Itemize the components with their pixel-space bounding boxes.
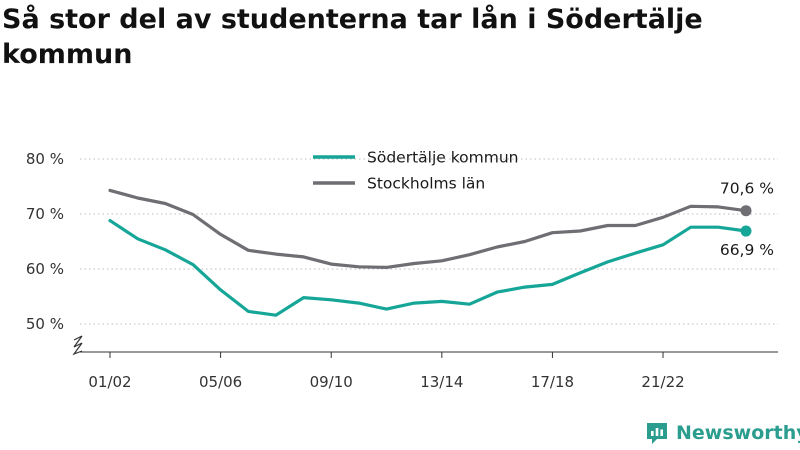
end-value-label-0: 66,9 %	[720, 241, 774, 259]
newsworthy-logo-icon	[647, 423, 667, 444]
chart-title: Så stor del av studenterna tar lån i Söd…	[2, 4, 703, 70]
y-tick-label: 70 %	[26, 205, 64, 223]
series-line-0	[108, 219, 748, 317]
series-end-marker-1	[740, 205, 752, 217]
brand-name: Newsworthy	[676, 422, 800, 444]
y-tick-label: 50 %	[26, 315, 64, 333]
x-axis: 01/02 05/06 09/10 13/14 17/18 21/22	[80, 351, 778, 391]
axis-break-icon	[72, 335, 83, 356]
legend-label-1: Stockholms län	[367, 175, 485, 193]
end-labels: 66,9 % 70,6 %	[720, 180, 774, 259]
y-tick-label: 60 %	[26, 260, 64, 278]
y-tick-label: 80 %	[26, 150, 64, 168]
series-end-marker-0	[740, 225, 752, 237]
gridlines	[80, 158, 778, 325]
series-lines	[108, 188, 752, 317]
end-value-label-1: 70,6 %	[720, 180, 774, 198]
legend: Södertälje kommun Stockholms län	[313, 149, 518, 193]
legend-label-0: Södertälje kommun	[367, 149, 518, 167]
series-line-1	[108, 188, 748, 269]
x-tick-label: 17/18	[531, 373, 574, 391]
newsworthy-brand: Newsworthy	[644, 420, 800, 446]
x-tick-label: 05/06	[199, 373, 242, 391]
y-axis: 50 % 60 % 70 % 80 %	[26, 150, 83, 356]
x-tick-label: 13/14	[420, 373, 463, 391]
x-tick-label: 21/22	[641, 373, 684, 391]
x-tick-label: 01/02	[88, 373, 131, 391]
x-tick-label: 09/10	[310, 373, 353, 391]
